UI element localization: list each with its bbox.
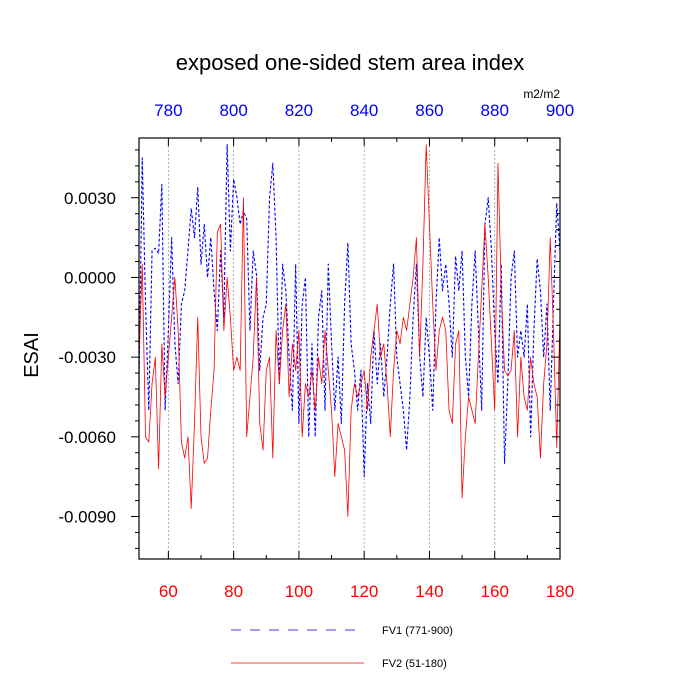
legend-label-2: FV2 (51-180) [382,658,447,670]
series-line-2 [138,144,561,517]
x-tick-label-bottom: 160 [481,582,509,601]
x-tick-label-bottom: 120 [350,582,378,601]
y-axis-title: ESAI [21,332,43,378]
x-tick-label-top: 860 [415,101,443,120]
y-tick-label: -0.0090 [58,508,116,527]
x-tick-label-bottom: 140 [415,582,443,601]
y-tick-label: -0.0030 [58,348,116,367]
ticks-layer [131,138,561,559]
legend-label-1: FV1 (771-900) [382,625,453,637]
x-tick-label-top: 880 [481,101,509,120]
legend: FV1 (771-900) FV2 (51-180) [231,625,453,670]
labels-layer: -0.0090 -0.0060 -0.0030 0.0000 0.0030 60 80 100… [58,101,574,601]
x-tick-label-top: 900 [546,101,574,120]
series-layer [138,144,561,517]
y-tick-label: -0.0060 [58,428,116,447]
x-tick-label-top: 840 [350,101,378,120]
units-label: m2/m2 [523,87,560,101]
plot-frame [138,137,561,560]
x-tick-label-bottom: 180 [546,582,574,601]
x-tick-label-top: 820 [285,101,313,120]
series-line-1 [138,144,561,478]
x-tick-label-bottom: 60 [159,582,178,601]
y-tick-label: 0.0000 [64,268,116,287]
x-tick-label-bottom: 80 [224,582,243,601]
x-tick-label-top: 780 [154,101,182,120]
x-tick-label-bottom: 100 [285,582,313,601]
chart-title: exposed one-sided stem area index [176,50,525,75]
y-tick-label: 0.0030 [64,189,116,208]
x-tick-label-top: 800 [219,101,247,120]
